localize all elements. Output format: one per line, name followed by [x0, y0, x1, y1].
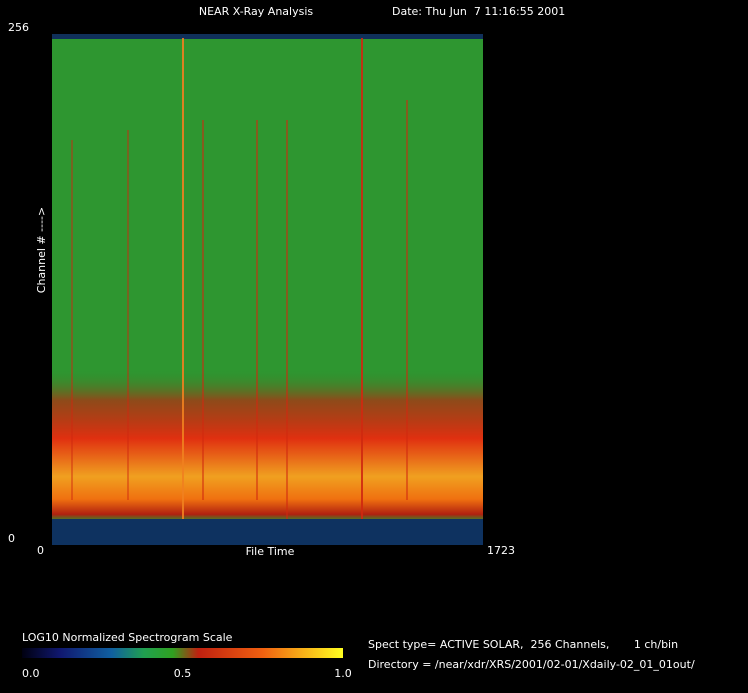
colorbar-title: LOG10 Normalized Spectrogram Scale [22, 631, 233, 644]
info-line: Spect type= ACTIVE SOLAR, 256 Channels, … [368, 638, 678, 651]
x-tick-label: 0 [37, 544, 44, 557]
chart-title: NEAR X-Ray Analysis [199, 5, 314, 18]
y-tick-label: 0 [8, 532, 15, 545]
y-axis-label: Channel # ----> [35, 207, 48, 293]
colorbar [22, 648, 343, 658]
y-tick-label: 256 [8, 21, 29, 34]
date: Date: Thu Jun 7 11:16:55 2001 [392, 5, 565, 18]
spectrogram [52, 34, 483, 545]
colorbar-tick-label: 0.0 [22, 667, 40, 680]
colorbar-tick-label: 1.0 [334, 667, 352, 680]
x-axis-label: File Time [246, 545, 295, 558]
x-tick-label: 1723 [487, 544, 515, 557]
info-line: Directory = /near/xdr/XRS/2001/02-01/Xda… [368, 658, 695, 671]
colorbar-tick-label: 0.5 [174, 667, 192, 680]
